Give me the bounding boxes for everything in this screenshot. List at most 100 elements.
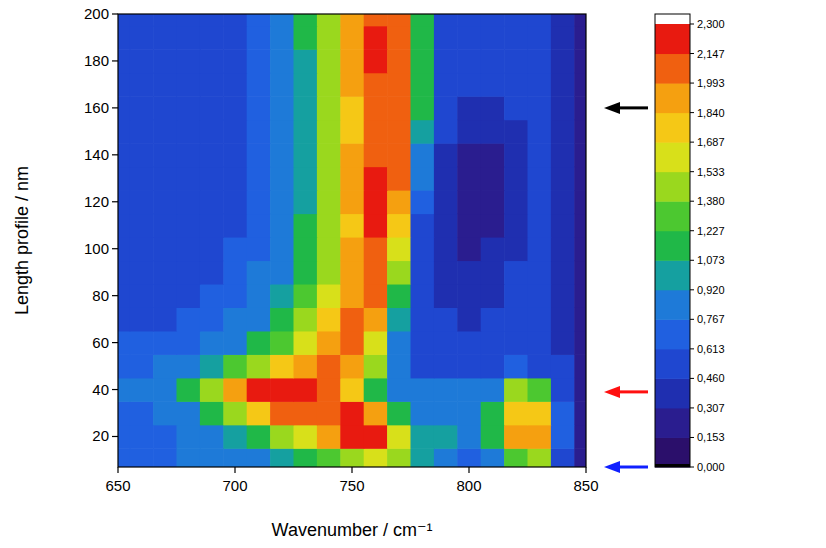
cell: [574, 401, 586, 425]
cell: [118, 307, 130, 331]
cell: [200, 96, 224, 120]
cell: [130, 401, 154, 425]
cell: [177, 26, 201, 50]
cell: [457, 284, 481, 308]
cell: [411, 214, 435, 238]
cell: [247, 96, 271, 120]
cell: [574, 167, 586, 191]
cell: [364, 26, 388, 50]
cell: [340, 214, 364, 238]
cell: [118, 143, 130, 167]
cell: [270, 425, 294, 449]
cell: [153, 284, 177, 308]
cell: [504, 401, 528, 425]
cell: [153, 49, 177, 73]
cell: [317, 307, 341, 331]
cell: [364, 331, 388, 355]
cell: [340, 425, 364, 449]
cell: [387, 401, 411, 425]
cell: [270, 401, 294, 425]
cell: [528, 331, 552, 355]
cell: [130, 331, 154, 355]
cell: [387, 96, 411, 120]
colorbar-tick-label: 0,307: [697, 402, 725, 414]
cell: [411, 378, 435, 402]
cell: [551, 120, 575, 144]
cell: [387, 331, 411, 355]
cell: [504, 354, 528, 378]
cell: [270, 260, 294, 284]
arrow-head: [604, 102, 620, 114]
cell: [574, 378, 586, 402]
cell: [200, 260, 224, 284]
cell: [528, 237, 552, 261]
cell: [574, 284, 586, 308]
cell: [551, 167, 575, 191]
cell: [177, 14, 201, 26]
cell: [434, 307, 458, 331]
colorbar-frame: [655, 14, 690, 467]
cell: [294, 260, 318, 284]
cell: [130, 425, 154, 449]
cell: [481, 448, 505, 467]
cell: [504, 237, 528, 261]
cell: [504, 190, 528, 214]
chart: 6507007508008502040608010012014016018020…: [0, 0, 826, 548]
cell: [118, 120, 130, 144]
cell: [294, 425, 318, 449]
cell: [528, 14, 552, 26]
cell: [481, 14, 505, 26]
cell: [457, 378, 481, 402]
cell: [200, 448, 224, 467]
colorbar-tick: [690, 407, 694, 408]
cell: [153, 143, 177, 167]
cell: [411, 331, 435, 355]
cell: [457, 448, 481, 467]
cell: [223, 401, 247, 425]
colorbar-tick-label: 2,147: [697, 48, 725, 60]
cell: [177, 167, 201, 191]
cell: [340, 448, 364, 467]
colorbar-band: [655, 437, 690, 467]
cell: [130, 354, 154, 378]
cell: [177, 448, 201, 467]
cell: [294, 26, 318, 50]
cell: [481, 190, 505, 214]
colorbar-tick: [690, 171, 694, 172]
cell: [340, 378, 364, 402]
cell: [574, 448, 586, 467]
cell: [247, 284, 271, 308]
colorbar-tick-label: 1,533: [697, 166, 725, 178]
y-tick: [112, 342, 118, 343]
cell: [574, 190, 586, 214]
cell: [153, 331, 177, 355]
cell: [528, 401, 552, 425]
cell: [153, 401, 177, 425]
cell: [411, 26, 435, 50]
cell: [340, 260, 364, 284]
cell: [118, 26, 130, 50]
cell: [457, 401, 481, 425]
cell: [223, 26, 247, 50]
cell: [247, 26, 271, 50]
cell: [551, 190, 575, 214]
cell: [434, 96, 458, 120]
cell: [551, 284, 575, 308]
cell: [457, 73, 481, 97]
x-tick-label: 650: [105, 477, 130, 494]
cell: [481, 307, 505, 331]
cell: [118, 73, 130, 97]
arrow-shaft: [616, 106, 648, 109]
cell: [200, 14, 224, 26]
cell: [387, 190, 411, 214]
cell: [411, 448, 435, 467]
cell: [247, 143, 271, 167]
cell: [504, 167, 528, 191]
cell: [130, 120, 154, 144]
cells: [118, 14, 586, 467]
cell: [481, 96, 505, 120]
cell: [340, 120, 364, 144]
cell: [177, 307, 201, 331]
cell: [130, 448, 154, 467]
cell: [153, 96, 177, 120]
